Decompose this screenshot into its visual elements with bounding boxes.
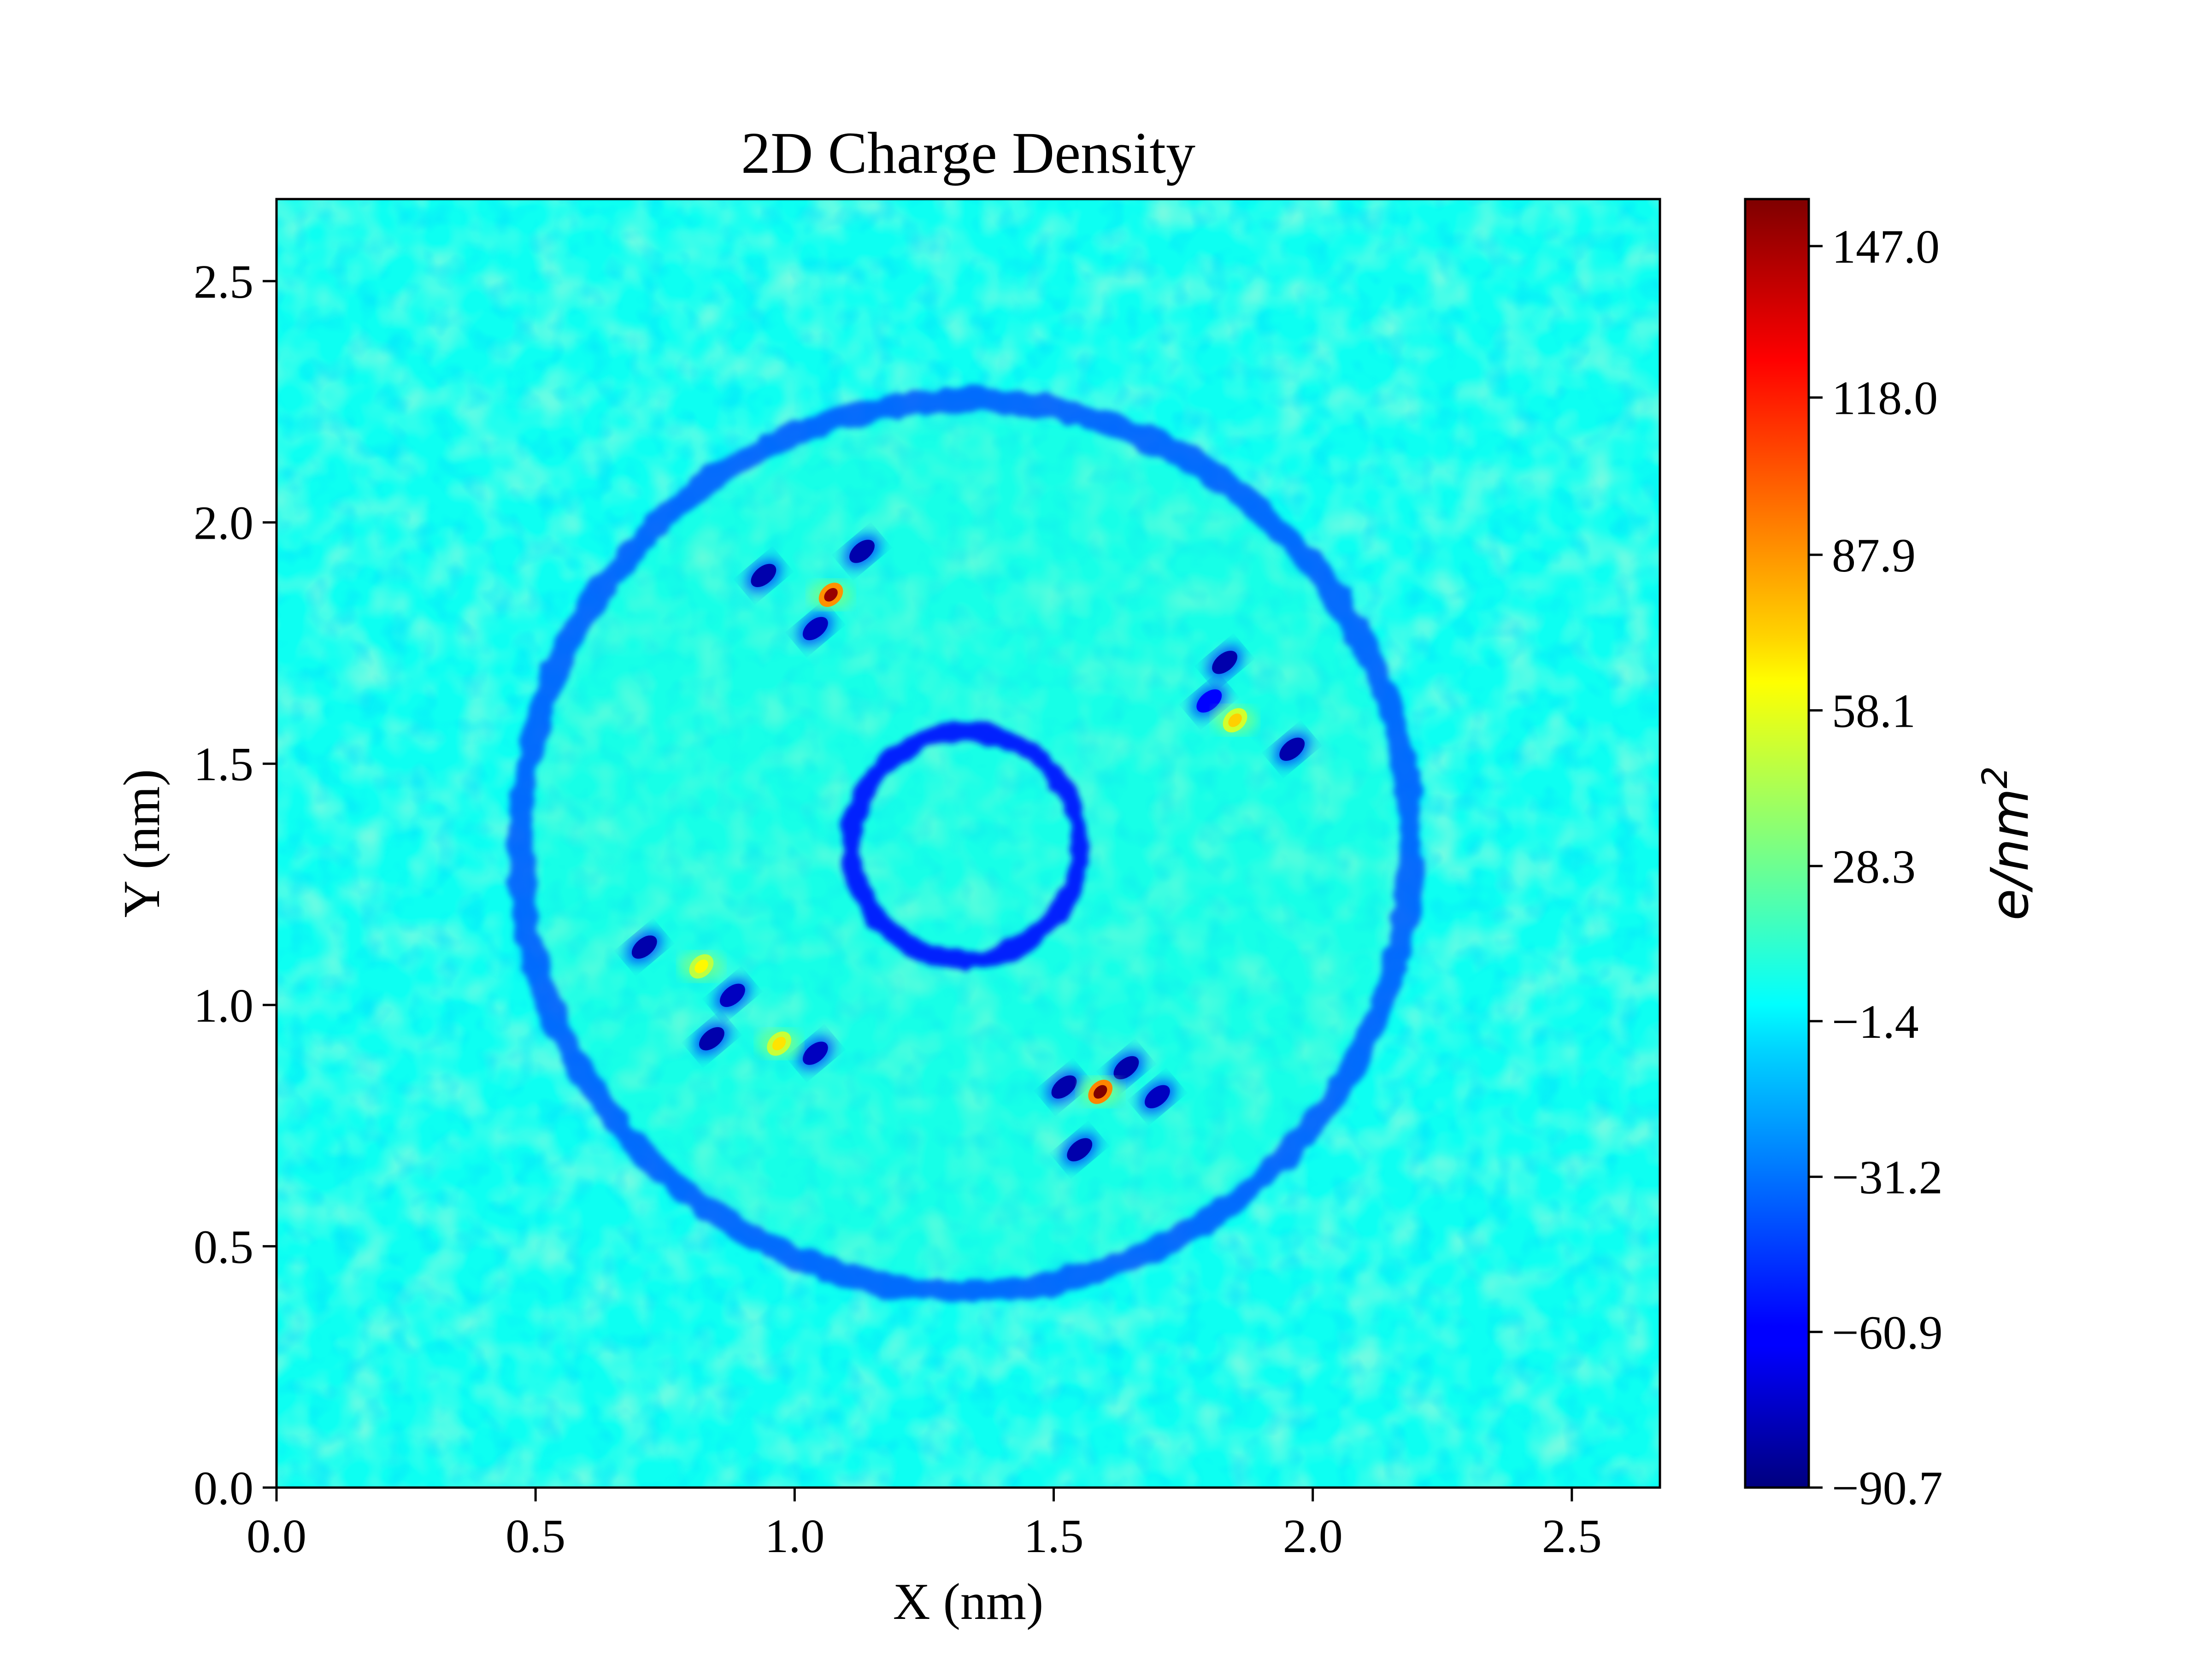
negative-charge-spot xyxy=(1144,1085,1170,1108)
negative-charge-spot xyxy=(802,1041,828,1065)
colorbar-tick-label: 87.9 xyxy=(1832,529,1916,582)
x-tick-label: 0.5 xyxy=(506,1510,565,1563)
positive-charge-spot xyxy=(1228,713,1242,727)
negative-charge-spot xyxy=(1212,651,1237,674)
colorbar-gradient xyxy=(1745,199,1809,1488)
negative-charge-spot xyxy=(1067,1138,1093,1162)
negative-charge-spot xyxy=(720,983,745,1007)
positive-charge-spot xyxy=(1093,1085,1107,1099)
colorbar-tick-label: −1.4 xyxy=(1832,995,1919,1048)
colorbar-label: e/nm2 xyxy=(1974,766,2040,920)
colorbar-tick-label: −90.7 xyxy=(1832,1462,1943,1515)
x-tick-label: 1.5 xyxy=(1024,1510,1084,1563)
negative-charge-spot xyxy=(751,564,777,588)
charge-cluster xyxy=(1045,1050,1176,1167)
negative-charge-spot xyxy=(802,617,828,641)
charge-cluster xyxy=(626,930,751,1013)
negative-charge-spot xyxy=(849,540,875,563)
colorbar-tick-label: 118.0 xyxy=(1832,372,1938,425)
negative-charge-spot xyxy=(699,1027,724,1051)
x-tick-label: 0.0 xyxy=(247,1510,306,1563)
y-tick-label: 2.5 xyxy=(194,255,253,308)
positive-charge-spot xyxy=(694,959,708,973)
colorbar-tick-label: −31.2 xyxy=(1832,1151,1943,1204)
inner-disk-region xyxy=(530,410,1401,1281)
x-tick-label: 2.0 xyxy=(1283,1510,1343,1563)
charge-cluster xyxy=(1190,645,1311,767)
x-axis-ticks: 0.0 0.5 1.0 1.5 2.0 2.5 xyxy=(247,1488,1602,1563)
inner-charge-ring xyxy=(842,722,1089,969)
negative-charge-spot xyxy=(1113,1056,1139,1080)
colorbar-label-exponent: 2 xyxy=(1974,766,2015,788)
negative-charge-spot xyxy=(631,935,657,959)
positive-charge-spot xyxy=(772,1036,786,1051)
outer-charge-ring xyxy=(508,388,1424,1304)
heatmap-plot-area xyxy=(275,198,1661,1489)
x-axis-label: X (nm) xyxy=(893,1573,1044,1630)
y-tick-label: 2.0 xyxy=(194,497,253,550)
negative-charge-spot xyxy=(1279,737,1305,761)
y-tick-label: 0.5 xyxy=(194,1220,253,1273)
charge-cluster xyxy=(693,1021,834,1071)
plot-frame xyxy=(275,198,1661,1489)
x-tick-label: 2.5 xyxy=(1542,1510,1602,1563)
y-tick-label: 1.0 xyxy=(194,979,253,1032)
y-axis-ticks: 0.0 0.5 1.0 1.5 2.0 2.5 xyxy=(194,255,276,1515)
colorbar-tick-label: −60.9 xyxy=(1832,1306,1943,1359)
colorbar-tick-label: 28.3 xyxy=(1832,840,1916,893)
y-tick-label: 1.5 xyxy=(194,738,253,791)
chart-title: 2D Charge Density xyxy=(741,120,1195,186)
x-tick-label: 1.0 xyxy=(765,1510,824,1563)
charge-cluster xyxy=(745,534,881,646)
colorbar-label-base: e/nm xyxy=(1980,788,2040,921)
negative-charge-spot xyxy=(1196,689,1222,713)
y-axis-label: Y (nm) xyxy=(113,769,171,918)
colorbar: 147.0 118.0 87.9 58.1 28.3 −1.4 −31.2 −60.9 −90.… xyxy=(1744,198,1943,1515)
y-tick-label: 0.0 xyxy=(194,1462,253,1515)
colorbar-frame xyxy=(1744,198,1810,1489)
positive-charge-spot xyxy=(824,588,838,602)
colorbar-tick-label: 58.1 xyxy=(1832,685,1916,738)
negative-charge-spot xyxy=(1051,1075,1077,1099)
colorbar-tick-label: 147.0 xyxy=(1832,220,1940,273)
